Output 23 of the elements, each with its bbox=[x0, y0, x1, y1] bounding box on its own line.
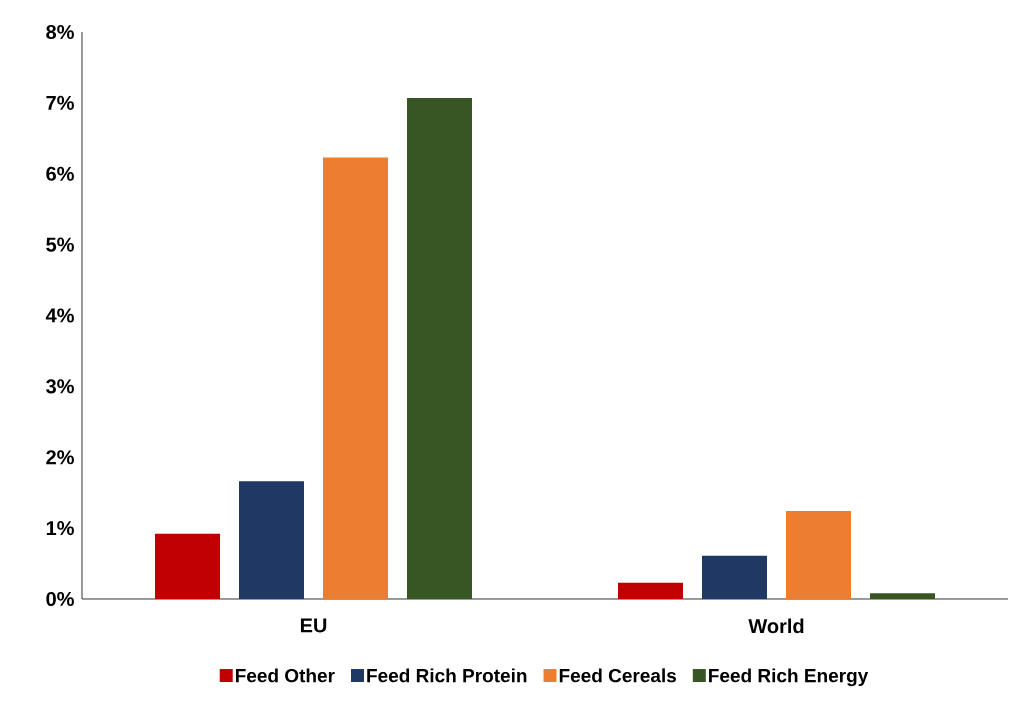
bar bbox=[407, 97, 472, 599]
bar bbox=[786, 511, 851, 599]
y-tick-label: 7% bbox=[46, 95, 74, 110]
bar bbox=[155, 533, 221, 599]
legend-label: Feed Cereals bbox=[559, 668, 676, 683]
y-tick-label: 3% bbox=[46, 379, 74, 394]
y-tick-label: 5% bbox=[46, 237, 74, 252]
y-tick-label: 1% bbox=[46, 521, 74, 536]
y-tick-label: 2% bbox=[46, 450, 74, 465]
x-tick-label: EU bbox=[300, 618, 327, 633]
legend-label: Feed Other bbox=[235, 668, 335, 683]
y-tick-label: 8% bbox=[46, 24, 74, 40]
bar bbox=[323, 157, 388, 599]
y-tick-label: 4% bbox=[45, 308, 74, 323]
y-tick-label: 0% bbox=[46, 591, 74, 607]
x-tick-label: World bbox=[748, 618, 804, 634]
bar bbox=[239, 481, 304, 599]
legend-label: Feed Rich Energy bbox=[709, 668, 869, 687]
bar bbox=[870, 593, 935, 599]
y-tick-label: 6% bbox=[46, 166, 74, 181]
bar bbox=[702, 555, 767, 599]
bar bbox=[618, 582, 683, 599]
legend-label: Feed Rich Protein bbox=[367, 668, 527, 683]
